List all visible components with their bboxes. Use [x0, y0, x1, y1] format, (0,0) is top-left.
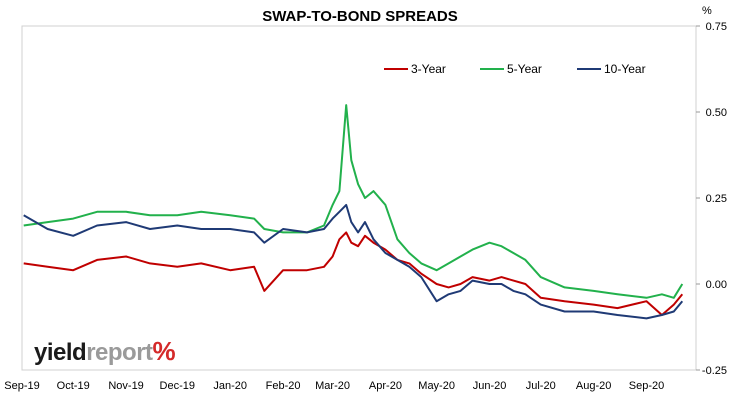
legend-label: 10-Year — [604, 62, 646, 76]
y-tick-label: 0.50 — [706, 107, 727, 119]
x-tick-label: Nov-19 — [108, 380, 143, 392]
x-axis: Sep-19 Oct-19 Nov-19 Dec-19 Jan-20 Feb-20 Mar-… — [4, 380, 664, 392]
y-axis-unit: % — [702, 5, 712, 17]
x-tick-label: Apr-20 — [369, 380, 402, 392]
y-axis: -0.25 0.00 0.25 0.50 0.75 — [696, 21, 727, 377]
series-line-5-year — [23, 104, 684, 299]
legend-label: 3-Year — [411, 62, 446, 76]
series-line-3-year — [23, 231, 684, 316]
legend: 3-Year 5-Year 10-Year — [384, 62, 646, 76]
logo-word-report: report — [86, 339, 153, 366]
x-tick-label: Jan-20 — [213, 380, 247, 392]
x-tick-label: Feb-20 — [266, 380, 301, 392]
x-tick-label: Jun-20 — [473, 380, 507, 392]
x-tick-label: Sep-19 — [4, 380, 39, 392]
y-tick-label: 0.75 — [706, 21, 727, 33]
x-tick-label: May-20 — [418, 380, 455, 392]
x-tick-label: Dec-19 — [160, 380, 195, 392]
x-tick-label: Sep-20 — [629, 380, 664, 392]
x-tick-label: Oct-19 — [57, 380, 90, 392]
y-tick-label: 0.00 — [706, 279, 727, 291]
plot-area — [21, 25, 697, 371]
x-tick-label: Jul-20 — [526, 380, 556, 392]
yieldreport-logo: yieldreport% — [34, 336, 176, 366]
x-tick-label: Mar-20 — [315, 380, 350, 392]
y-tick-label: 0.25 — [706, 193, 727, 205]
legend-label: 5-Year — [507, 62, 542, 76]
series-line-10-year — [23, 203, 684, 320]
logo-percent: % — [152, 336, 176, 366]
chart-title: SWAP-TO-BOND SPREADS — [262, 8, 458, 25]
series-group — [23, 104, 684, 320]
y-tick-label: -0.25 — [702, 365, 727, 377]
x-tick-label: Aug-20 — [576, 380, 611, 392]
logo-word-yield: yield — [34, 339, 87, 366]
